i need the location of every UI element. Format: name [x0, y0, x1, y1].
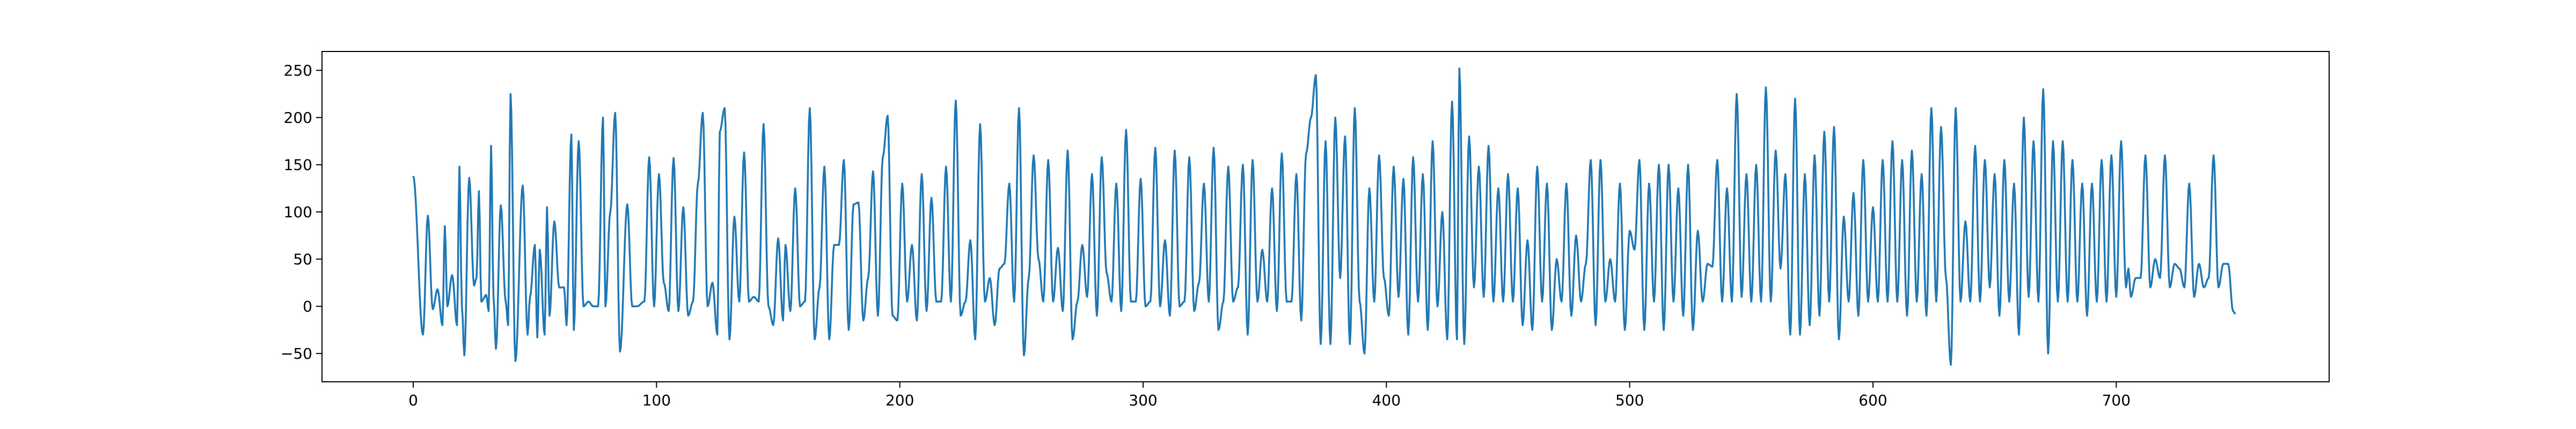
x-tick-label: 700 [2102, 391, 2131, 409]
plot-area [321, 51, 2330, 382]
series-line [412, 67, 2236, 366]
y-tick-label: 50 [293, 250, 312, 268]
x-tick-label: 300 [1129, 391, 1157, 409]
y-tick-label: −50 [281, 345, 312, 363]
x-tick-label: 0 [408, 391, 418, 409]
x-tick-label: 500 [1615, 391, 1644, 409]
y-axis: −50 0 50 100 150 200 250 [281, 62, 322, 363]
x-axis: 0 100 200 300 400 500 600 700 [408, 382, 2131, 409]
x-tick-label: 400 [1372, 391, 1401, 409]
x-tick-label: 100 [642, 391, 671, 409]
x-tick-label: 600 [1858, 391, 1887, 409]
x-tick-label: 200 [885, 391, 914, 409]
y-tick-label: 150 [284, 156, 312, 174]
axes-frame [321, 51, 2330, 382]
y-tick-label: 100 [284, 203, 312, 221]
y-tick-label: 250 [284, 62, 312, 79]
y-tick-label: 200 [284, 109, 312, 127]
y-tick-label: 0 [303, 298, 312, 315]
